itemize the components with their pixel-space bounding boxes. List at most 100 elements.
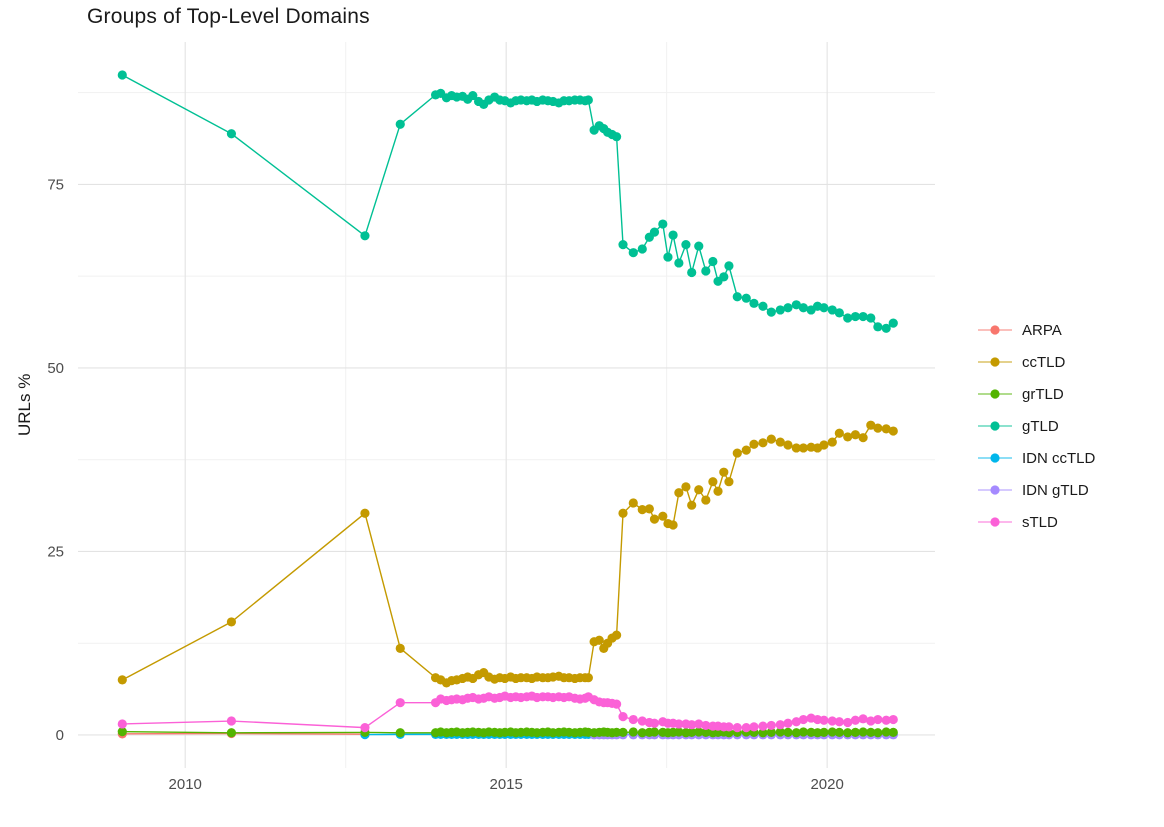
data-point bbox=[827, 437, 837, 447]
data-point bbox=[749, 722, 759, 732]
data-point bbox=[583, 673, 593, 683]
data-point bbox=[834, 308, 844, 318]
data-point bbox=[783, 718, 793, 728]
series-line bbox=[121, 74, 894, 330]
legend-entry-ARPA: ARPA bbox=[977, 314, 1095, 346]
data-point bbox=[658, 511, 668, 521]
data-point bbox=[701, 495, 711, 505]
x-tick-label: 2020 bbox=[810, 776, 843, 793]
data-point bbox=[858, 311, 868, 322]
data-point bbox=[724, 261, 734, 271]
data-point bbox=[873, 714, 883, 725]
series-line bbox=[121, 424, 894, 684]
data-point bbox=[628, 498, 638, 508]
data-point bbox=[881, 715, 891, 725]
data-point bbox=[766, 727, 776, 737]
data-point bbox=[694, 727, 704, 737]
data-point bbox=[819, 303, 829, 313]
y-tick-label: 25 bbox=[47, 543, 64, 560]
data-point bbox=[791, 443, 801, 453]
data-point bbox=[694, 485, 704, 495]
data-point bbox=[798, 714, 809, 725]
data-point bbox=[741, 723, 751, 733]
data-point bbox=[850, 727, 860, 737]
data-point bbox=[775, 305, 785, 315]
legend-label: sTLD bbox=[1022, 513, 1058, 531]
data-point bbox=[888, 426, 898, 436]
legend: ARPA ccTLD grTLD gTLD IDN ccTLD IDN gTLD sTLD bbox=[977, 314, 1095, 538]
data-point bbox=[628, 714, 638, 725]
data-point bbox=[117, 70, 127, 80]
data-point bbox=[226, 728, 237, 738]
data-point bbox=[628, 248, 638, 258]
data-point bbox=[674, 719, 684, 729]
legend-entry-sTLD: sTLD bbox=[977, 506, 1095, 538]
data-point bbox=[775, 720, 785, 730]
legend-label: grTLD bbox=[1022, 385, 1064, 403]
data-point bbox=[881, 727, 891, 737]
data-point bbox=[843, 728, 853, 738]
data-point bbox=[674, 727, 684, 737]
data-point bbox=[117, 719, 127, 729]
data-point bbox=[843, 432, 853, 442]
legend-key-icon bbox=[978, 389, 1012, 399]
data-point bbox=[594, 635, 604, 645]
x-tick-label: 2010 bbox=[169, 776, 202, 793]
data-point bbox=[766, 434, 776, 444]
data-point bbox=[843, 717, 853, 728]
legend-entry-gTLD: gTLD bbox=[977, 410, 1095, 442]
series-sTLD bbox=[117, 691, 898, 733]
data-point bbox=[674, 488, 684, 498]
legend-entry-IDN-gTLD: IDN gTLD bbox=[977, 474, 1095, 506]
data-point bbox=[611, 630, 622, 640]
data-point bbox=[834, 717, 844, 727]
data-point bbox=[618, 240, 628, 250]
data-point bbox=[866, 727, 876, 737]
data-point bbox=[873, 322, 883, 332]
data-point bbox=[775, 727, 785, 737]
data-point bbox=[226, 716, 237, 726]
legend-key-icon bbox=[978, 453, 1012, 463]
legend-key-icon bbox=[978, 325, 1012, 335]
data-point bbox=[791, 717, 801, 727]
legend-entry-ccTLD: ccTLD bbox=[977, 346, 1095, 378]
legend-entry-grTLD: grTLD bbox=[977, 378, 1095, 410]
data-point bbox=[888, 727, 898, 737]
data-point bbox=[719, 467, 729, 477]
data-point bbox=[819, 715, 829, 725]
data-point bbox=[637, 244, 647, 254]
data-point bbox=[834, 727, 844, 737]
data-point bbox=[226, 129, 237, 139]
data-point bbox=[775, 437, 785, 447]
data-point bbox=[618, 727, 628, 737]
legend-label: gTLD bbox=[1022, 417, 1059, 435]
data-point bbox=[663, 252, 673, 262]
legend-label: IDN gTLD bbox=[1022, 481, 1089, 499]
data-point bbox=[649, 718, 660, 728]
data-point bbox=[117, 675, 127, 685]
data-point bbox=[766, 307, 776, 317]
data-point bbox=[798, 727, 809, 737]
data-point bbox=[395, 643, 405, 653]
series-ccTLD bbox=[117, 420, 898, 688]
data-point bbox=[649, 727, 660, 737]
data-point bbox=[694, 241, 704, 251]
data-point bbox=[395, 119, 405, 129]
axis-tick-labels: 0 25 50 75 2010 2015 2020 bbox=[47, 176, 844, 793]
data-point bbox=[674, 258, 684, 268]
data-point bbox=[681, 482, 691, 492]
series-grTLD bbox=[117, 727, 898, 738]
data-point bbox=[719, 272, 729, 282]
data-point bbox=[758, 438, 768, 448]
data-point bbox=[117, 727, 127, 737]
data-point bbox=[873, 728, 883, 738]
data-point bbox=[395, 698, 405, 708]
data-point bbox=[668, 230, 678, 240]
data-point bbox=[758, 728, 768, 738]
data-point bbox=[687, 720, 697, 730]
data-point bbox=[732, 292, 742, 302]
data-point bbox=[701, 727, 711, 737]
data-point bbox=[881, 323, 891, 333]
data-point bbox=[888, 714, 898, 725]
data-point bbox=[668, 520, 678, 530]
